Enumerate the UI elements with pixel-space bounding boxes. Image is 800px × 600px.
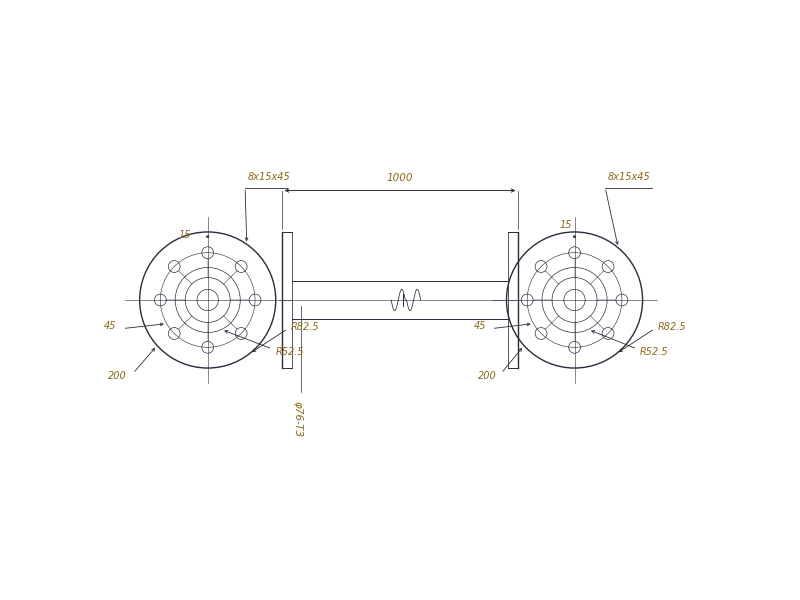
- Text: 15: 15: [178, 230, 191, 240]
- Text: 8x15x45: 8x15x45: [608, 172, 651, 182]
- Text: 15: 15: [560, 220, 573, 230]
- Text: 8x15x45: 8x15x45: [248, 172, 291, 182]
- Text: R52.5: R52.5: [640, 347, 669, 357]
- Text: 1000: 1000: [386, 173, 414, 184]
- Text: 45: 45: [104, 320, 117, 331]
- Text: φ76-T3: φ76-T3: [293, 401, 302, 437]
- Text: 200: 200: [478, 371, 496, 382]
- Text: R82.5: R82.5: [291, 322, 319, 332]
- Text: R82.5: R82.5: [658, 322, 686, 332]
- Text: R52.5: R52.5: [275, 347, 304, 357]
- Text: 200: 200: [108, 371, 127, 382]
- Text: 45: 45: [474, 320, 486, 331]
